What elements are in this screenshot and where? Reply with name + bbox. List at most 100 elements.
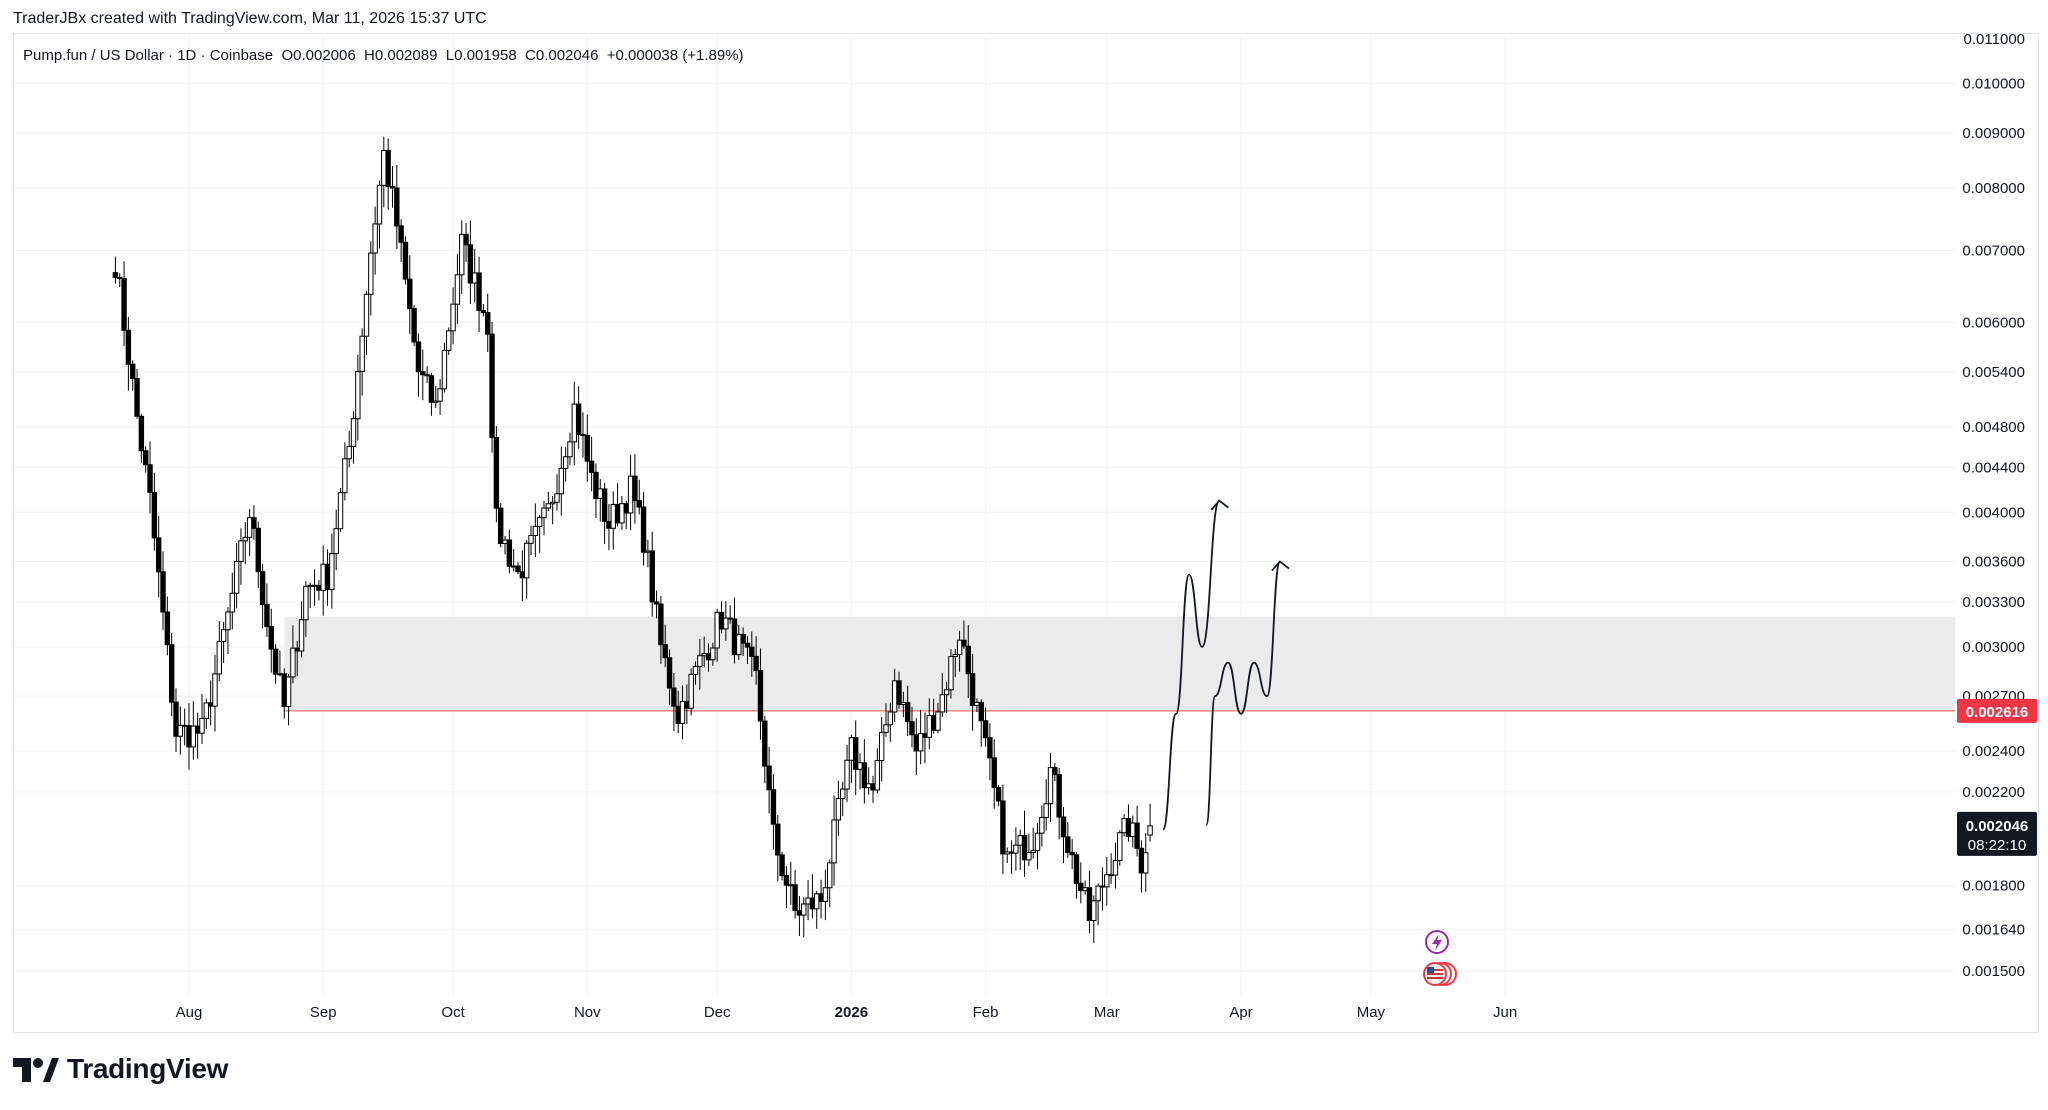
- candle: [632, 454, 638, 524]
- price-chart[interactable]: 0.011000 0.010000 0.009000 0.008000 0.007000…: [13, 33, 2039, 1033]
- candle: [441, 342, 448, 393]
- candle: [203, 698, 210, 729]
- candle: [1125, 804, 1132, 842]
- candle: [329, 533, 335, 609]
- candle: [1069, 839, 1075, 870]
- price-tick-label: 0.002400: [1962, 743, 2025, 760]
- candle: [1030, 827, 1036, 859]
- candle: [532, 503, 539, 557]
- tradingview-logo-icon: [13, 1058, 59, 1082]
- candle: [450, 287, 456, 345]
- candle: [710, 642, 716, 666]
- candle: [138, 413, 145, 463]
- projection-drawings[interactable]: [1162, 499, 1290, 831]
- candle: [809, 874, 816, 919]
- candle: [1147, 803, 1153, 842]
- candle: [1134, 805, 1140, 857]
- candle: [671, 673, 677, 732]
- candle: [692, 661, 699, 685]
- candle: [181, 708, 188, 746]
- candle: [978, 699, 984, 747]
- candle: [186, 703, 192, 770]
- candle: [801, 897, 807, 937]
- candle: [1104, 857, 1110, 906]
- projection-path-2[interactable]: [1205, 560, 1290, 826]
- candle: [463, 223, 469, 262]
- tradingview-brand[interactable]: TradingView: [13, 1053, 228, 1085]
- candle: [835, 780, 842, 836]
- candle: [437, 379, 443, 415]
- candle: [852, 720, 859, 796]
- candle: [1121, 814, 1127, 837]
- candle: [121, 261, 127, 346]
- candle: [653, 590, 660, 619]
- candle: [1091, 895, 1097, 943]
- legend-change: +0.000038 (+1.89%): [606, 47, 744, 64]
- candle: [679, 685, 686, 740]
- candle: [982, 707, 989, 747]
- candle: [368, 241, 374, 316]
- candle: [1112, 842, 1119, 889]
- event-markers[interactable]: [1423, 930, 1457, 986]
- candle: [883, 703, 889, 737]
- price-tick-label: 0.004000: [1962, 504, 2025, 521]
- candle: [489, 321, 495, 453]
- price-tick-label: 0.010000: [1962, 76, 2025, 93]
- lightning-event-icon[interactable]: [1425, 930, 1449, 954]
- candle: [896, 671, 902, 709]
- price-tick-label: 0.007000: [1962, 243, 2025, 260]
- candle: [472, 248, 478, 303]
- time-axis[interactable]: Aug Sep Oct Nov Dec 2026 Feb Mar Apr May Jun: [176, 1004, 1518, 1021]
- candle: [597, 479, 603, 522]
- candle: [1017, 829, 1023, 870]
- candle: [316, 580, 322, 601]
- candlestick-series: [112, 136, 1153, 943]
- price-tick-label: 0.006000: [1962, 315, 2025, 332]
- candle: [285, 674, 292, 726]
- candle: [749, 631, 755, 677]
- us-flag-event-icon[interactable]: [1423, 962, 1457, 986]
- candle: [155, 516, 162, 598]
- candle: [606, 504, 612, 551]
- time-tick-label: Oct: [441, 1004, 465, 1021]
- bar-countdown-text: 08:22:10: [1968, 837, 2026, 854]
- candle: [268, 608, 274, 673]
- candle: [1086, 870, 1093, 934]
- candle: [874, 748, 881, 794]
- time-tick-label: Jun: [1493, 1004, 1517, 1021]
- candle: [827, 859, 833, 908]
- candle: [519, 550, 526, 602]
- candle: [394, 165, 400, 249]
- price-tick-label: 0.004400: [1962, 460, 2025, 477]
- chart-credit: TraderJBx created with TradingView.com, …: [13, 10, 487, 27]
- candle: [259, 563, 266, 629]
- candle: [796, 895, 803, 937]
- candle: [762, 715, 768, 784]
- candle: [554, 474, 560, 511]
- candle: [917, 709, 924, 765]
- candle: [619, 495, 625, 530]
- legend-close: C0.002046: [525, 47, 599, 64]
- candle: [433, 385, 439, 408]
- candle: [1138, 840, 1145, 893]
- candle: [857, 753, 863, 790]
- price-tick-label: 0.004800: [1962, 419, 2025, 436]
- candle: [1013, 827, 1019, 871]
- time-tick-label: Sep: [310, 1004, 337, 1021]
- candle: [580, 412, 586, 458]
- candle: [909, 706, 915, 748]
- chart-frame: [13, 33, 2039, 1033]
- candle: [1065, 822, 1071, 858]
- candle: [714, 608, 720, 662]
- candle: [723, 601, 729, 641]
- candle: [190, 701, 197, 760]
- candle: [411, 304, 417, 347]
- price-axis[interactable]: 0.011000 0.010000 0.009000 0.008000 0.007000…: [1962, 33, 2025, 980]
- projection-path-1[interactable]: [1162, 499, 1229, 831]
- last-price-text: 0.002046: [1966, 818, 2029, 835]
- candle: [363, 290, 370, 356]
- candle: [454, 254, 461, 324]
- candle: [117, 273, 123, 288]
- candle: [485, 293, 491, 352]
- candle: [1117, 830, 1123, 866]
